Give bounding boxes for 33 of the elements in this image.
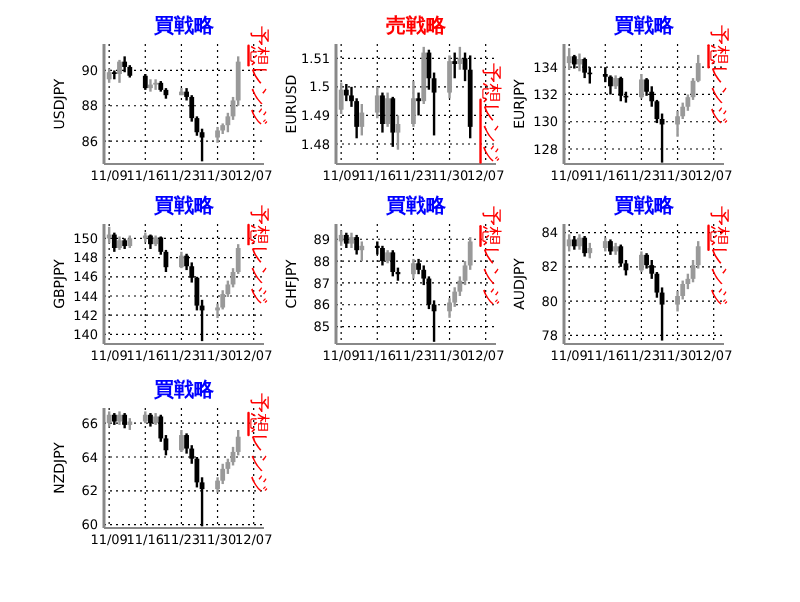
candlestick [359, 240, 365, 263]
candlestick [457, 45, 463, 71]
text: 予想レンジ [478, 62, 503, 163]
chart-title: 売戦略 [386, 14, 448, 38]
chart-title: 買戦略 [152, 194, 216, 218]
candlestick [411, 257, 416, 280]
candlestick [359, 102, 365, 137]
candlestick [639, 72, 644, 100]
candlestick [235, 428, 241, 457]
text: 予想レンジ [706, 25, 731, 126]
candlestick [675, 289, 680, 313]
candlestick [153, 78, 159, 92]
candlestick [675, 109, 680, 138]
candlestick [416, 91, 421, 117]
chart-title: 買戦略 [152, 14, 216, 38]
text: 予想レンジ [478, 206, 503, 307]
text: 予想レンジ [246, 204, 271, 305]
text: 予想レンジ [246, 393, 271, 494]
candlestick [385, 91, 391, 129]
candlestick [220, 462, 226, 486]
chart-title: 買戦略 [384, 194, 448, 218]
candlestick [220, 289, 226, 311]
candlestick [566, 46, 572, 72]
text: 予想レンジ [706, 205, 731, 306]
candlestick [117, 58, 122, 85]
candlestick [374, 85, 380, 120]
candlestick [338, 81, 344, 116]
chart-title: 買戦略 [612, 194, 676, 218]
candlestick [179, 428, 184, 454]
chart-title: 買戦略 [612, 14, 676, 38]
chart-title: 買戦略 [152, 378, 216, 402]
text: 予想レンジ [246, 25, 271, 126]
candlestick [639, 250, 644, 274]
